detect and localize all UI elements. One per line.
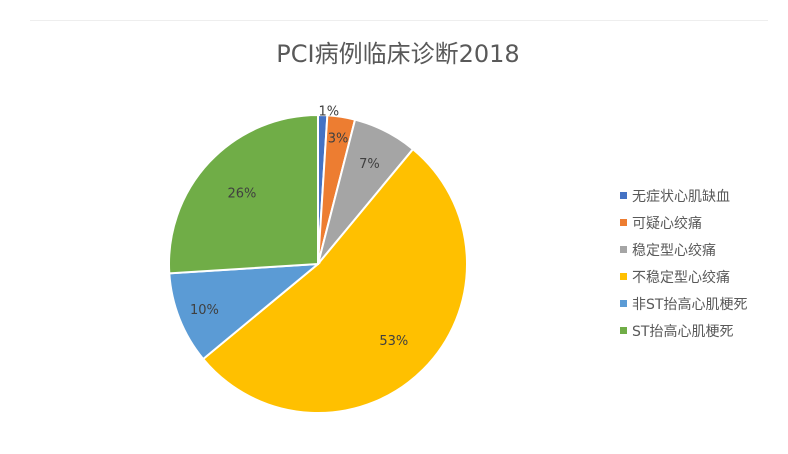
pie-slice-6 bbox=[168, 113, 319, 275]
pie-slice-4 bbox=[201, 147, 469, 415]
legend-swatch-1 bbox=[620, 192, 627, 199]
legend-swatch-3 bbox=[620, 246, 627, 253]
legend-swatch-2 bbox=[620, 219, 627, 226]
legend-swatch-6 bbox=[620, 327, 627, 334]
legend-label-6: ST抬高心肌梗死 bbox=[632, 323, 733, 340]
data-label-1: 1% bbox=[319, 105, 340, 120]
legend-swatch-5 bbox=[620, 300, 627, 307]
pie-slice-5 bbox=[168, 262, 322, 361]
legend-swatch-4 bbox=[620, 273, 627, 280]
data-label-2: 3% bbox=[328, 131, 349, 146]
chart-title: PCI病例临床诊断2018 bbox=[276, 40, 519, 68]
pie-slices bbox=[168, 113, 469, 415]
data-label-6: 26% bbox=[228, 187, 257, 202]
legend-label-3: 稳定型心绞痛 bbox=[632, 242, 716, 259]
legend-label-4: 不稳定型心绞痛 bbox=[632, 269, 730, 286]
legend-label-1: 无症状心肌缺血 bbox=[632, 189, 730, 205]
data-label-4: 53% bbox=[379, 334, 408, 349]
data-label-5: 10% bbox=[190, 303, 219, 318]
data-labels: 1% 3% 7% 53% 10% 26% bbox=[190, 105, 408, 349]
legend-label-5: 非ST抬高心肌梗死 bbox=[632, 296, 747, 313]
legend-label-2: 可疑心绞痛 bbox=[632, 215, 702, 232]
data-label-3: 7% bbox=[359, 157, 380, 172]
